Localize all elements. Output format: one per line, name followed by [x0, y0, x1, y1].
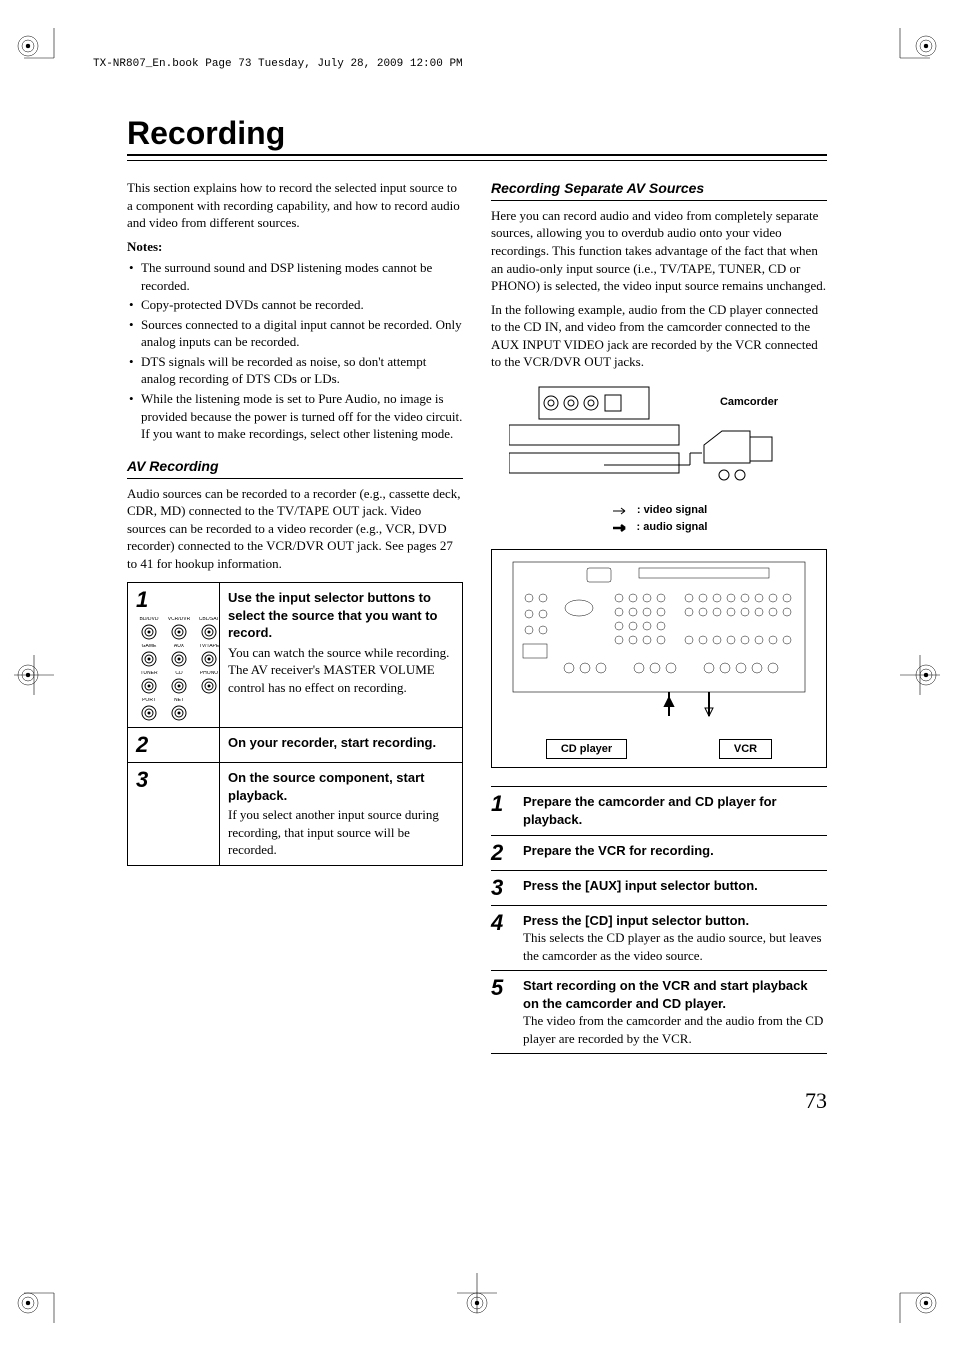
- step-number: 5: [491, 977, 513, 1047]
- av-steps-table: 1 BD/DVD VCR/DVR CBL/SAT GAME AUX TV/TAP…: [127, 582, 463, 866]
- step-text: This selects the CD player as the audio …: [523, 929, 827, 964]
- step-heading: On the source component, start playback.: [228, 769, 454, 804]
- step-heading: Prepare the VCR for recording.: [523, 842, 827, 860]
- step-row: 2 Prepare the VCR for recording.: [491, 835, 827, 870]
- step-heading: Press the [CD] input selector button.: [523, 912, 827, 930]
- step-body-cell: On the source component, start playback.…: [220, 763, 462, 865]
- note-item: While the listening mode is set to Pure …: [127, 390, 463, 443]
- page-number: 73: [805, 1088, 827, 1114]
- right-column: Recording Separate AV Sources Here you c…: [491, 179, 827, 1054]
- step-number: 1: [491, 793, 513, 828]
- step-number: 4: [491, 912, 513, 965]
- separate-av-steps: 1 Prepare the camcorder and CD player fo…: [491, 786, 827, 1054]
- av-recording-heading: AV Recording: [127, 457, 463, 479]
- cd-player-label: CD player: [546, 739, 627, 760]
- rear-panel-diagram: CD player VCR: [491, 549, 827, 768]
- vcr-label: VCR: [719, 739, 772, 760]
- video-signal-icon: [611, 506, 631, 516]
- step-text: The video from the camcorder and the aud…: [523, 1012, 827, 1047]
- front-panel-diagram: Camcorder: [491, 385, 827, 490]
- page-title: Recording: [127, 115, 827, 152]
- step-number: 3: [491, 877, 513, 899]
- step-number: 1: [136, 589, 211, 611]
- notes-list: The surround sound and DSP listening mod…: [127, 259, 463, 442]
- step-text: If you select another input source durin…: [228, 806, 454, 859]
- separate-av-heading: Recording Separate AV Sources: [491, 179, 827, 201]
- left-column: This section explains how to record the …: [127, 179, 463, 1054]
- step-heading: Press the [AUX] input selector button.: [523, 877, 827, 895]
- camcorder-label: Camcorder: [720, 396, 779, 408]
- title-rule: [127, 154, 827, 156]
- step-num-cell: 2: [128, 728, 220, 762]
- step-row: 4 Press the [CD] input selector button. …: [491, 905, 827, 971]
- step-num-cell: 3: [128, 763, 220, 865]
- step-heading: On your recorder, start recording.: [228, 734, 454, 752]
- audio-signal-icon: [611, 523, 631, 533]
- separate-av-p2: In the following example, audio from the…: [491, 301, 827, 371]
- step-number: 2: [136, 734, 211, 756]
- notes-heading: Notes:: [127, 238, 463, 256]
- step-body-cell: On your recorder, start recording.: [220, 728, 462, 762]
- print-header: TX-NR807_En.book Page 73 Tuesday, July 2…: [93, 58, 894, 70]
- note-item: Sources connected to a digital input can…: [127, 316, 463, 351]
- legend-video-text: : video signal: [637, 503, 707, 518]
- step-body-cell: Use the input selector buttons to select…: [220, 583, 462, 727]
- table-row: 2 On your recorder, start recording.: [128, 727, 462, 762]
- note-item: Copy-protected DVDs cannot be recorded.: [127, 296, 463, 314]
- legend-audio-text: : audio signal: [637, 520, 708, 535]
- step-number: 2: [491, 842, 513, 864]
- step-heading: Start recording on the VCR and start pla…: [523, 977, 827, 1012]
- note-item: DTS signals will be recorded as noise, s…: [127, 353, 463, 388]
- note-item: The surround sound and DSP listening mod…: [127, 259, 463, 294]
- step-row: 3 Press the [AUX] input selector button.: [491, 870, 827, 905]
- step-heading: Use the input selector buttons to select…: [228, 589, 454, 642]
- step-row: 5 Start recording on the VCR and start p…: [491, 970, 827, 1054]
- step-heading: Prepare the camcorder and CD player for …: [523, 793, 827, 828]
- intro-text: This section explains how to record the …: [127, 179, 463, 232]
- step-row: 1 Prepare the camcorder and CD player fo…: [491, 786, 827, 834]
- av-recording-body: Audio sources can be recorded to a recor…: [127, 485, 463, 573]
- page-content: Recording This section explains how to r…: [127, 115, 827, 1054]
- separate-av-p1: Here you can record audio and video from…: [491, 207, 827, 295]
- step-num-cell: 1 BD/DVD VCR/DVR CBL/SAT GAME AUX TV/TAP…: [128, 583, 220, 727]
- table-row: 3 On the source component, start playbac…: [128, 762, 462, 865]
- step-number: 3: [136, 769, 211, 791]
- step-text: You can watch the source while recording…: [228, 644, 454, 697]
- input-selector-diagram: BD/DVD VCR/DVR CBL/SAT GAME AUX TV/TAPE …: [136, 617, 211, 721]
- signal-legend: : video signal : audio signal: [491, 503, 827, 535]
- title-rule: [127, 160, 827, 161]
- table-row: 1 BD/DVD VCR/DVR CBL/SAT GAME AUX TV/TAP…: [128, 583, 462, 727]
